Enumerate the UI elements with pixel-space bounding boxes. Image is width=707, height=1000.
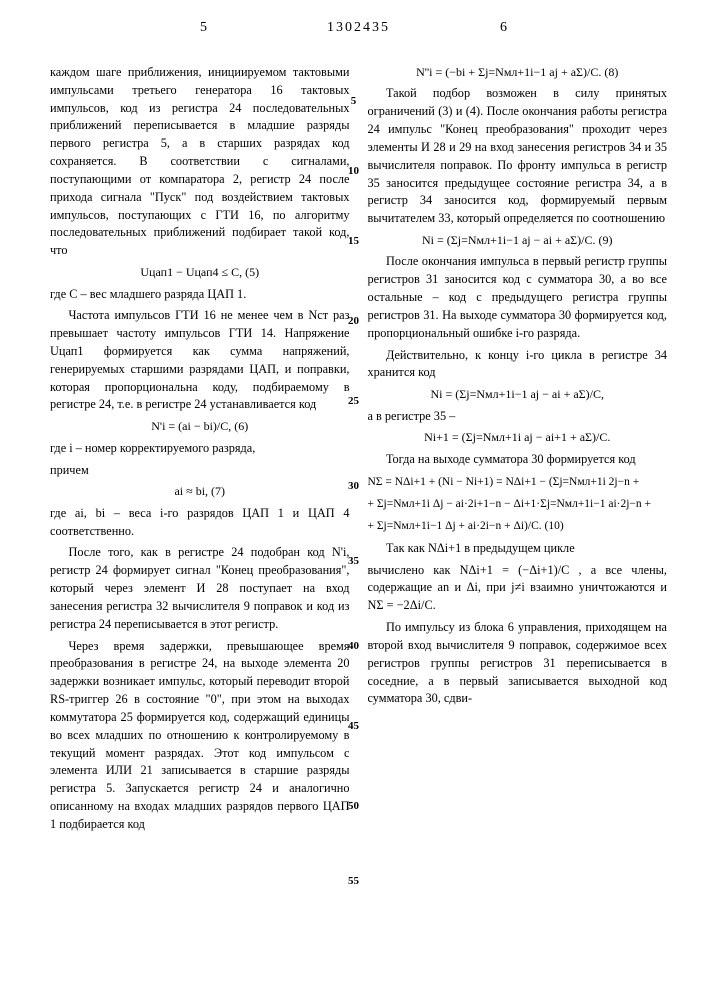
page-num-left: 5: [200, 20, 207, 36]
paragraph: причем: [50, 462, 350, 480]
paragraph: После того, как в регистре 24 подобран к…: [50, 544, 350, 633]
line-marker: 10: [348, 165, 359, 177]
paragraph: а в регистре 35 –: [368, 408, 668, 426]
paragraph: Такой подбор возможен в силу принятых ог…: [368, 85, 668, 228]
line-marker: 25: [348, 395, 359, 407]
equation-6: N'i = (ai − bi)/С, (6): [50, 418, 350, 435]
line-marker: 35: [348, 555, 359, 567]
equation-5: Uцап1 − Uцап4 ≤ С, (5): [50, 264, 350, 281]
line-marker: 45: [348, 720, 359, 732]
document-number: 1302435: [50, 20, 667, 36]
paragraph: где i – номер корректируемого разряда,: [50, 440, 350, 458]
right-column: N''i = (−bi + Σj=Nмл+1i−1 aj + aΣ)/С. (8…: [368, 64, 668, 838]
paragraph: Действительно, к концу i-го цикла в реги…: [368, 347, 668, 383]
equation-10a: NΣ = NΔi+1 + (Ni − Ni+1) = NΔi+1 − (Σj=N…: [368, 473, 668, 491]
document-page: 5 6 1302435 5 10 15 20 25 30 35 40 45 50…: [0, 0, 707, 1000]
paragraph: Тогда на выходе сумматора 30 формируется…: [368, 451, 668, 469]
equation-10b: + Σj=Nмл+1i Δj − ai·2i+1−n − Δi+1·Σj=Nмл…: [368, 495, 668, 513]
paragraph: Через время задержки, превышающее время …: [50, 638, 350, 834]
formula-reg34: Ni = (Σj=Nмл+1i−1 aj − ai + aΣ)/С,: [368, 386, 668, 403]
line-marker: 5: [351, 95, 357, 107]
paragraph: где ai, bi – веса i-го разрядов ЦАП 1 и …: [50, 505, 350, 541]
line-marker: 40: [348, 640, 359, 652]
line-marker: 30: [348, 480, 359, 492]
paragraph: вычислено как NΔi+1 = (−Δi+1)/С , а все …: [368, 562, 668, 615]
line-marker: 15: [348, 235, 359, 247]
paragraph: После окончания импульса в первый регист…: [368, 253, 668, 342]
line-marker: 20: [348, 315, 359, 327]
formula-reg35: Ni+1 = (Σj=Nмл+1i aj − ai+1 + aΣ)/С.: [368, 429, 668, 446]
equation-7: ai ≈ bi, (7): [50, 483, 350, 500]
line-marker: 50: [348, 800, 359, 812]
paragraph: По импульсу из блока 6 управления, прихо…: [368, 619, 668, 708]
equation-10c: + Σj=Nмл+1i−1 Δj + ai·2i−n + Δi)/С. (10): [368, 517, 668, 535]
equation-8: N''i = (−bi + Σj=Nмл+1i−1 aj + aΣ)/С. (8…: [368, 64, 668, 81]
paragraph: Так как NΔi+1 в предыдущем цикле: [368, 540, 668, 558]
page-num-right: 6: [500, 20, 507, 36]
paragraph: каждом шаге приближения, инициируемом та…: [50, 64, 350, 260]
line-marker: 55: [348, 875, 359, 887]
left-column: каждом шаге приближения, инициируемом та…: [50, 64, 350, 838]
paragraph: где С – вес младшего разряда ЦАП 1.: [50, 286, 350, 304]
equation-9: Ni = (Σj=Nмл+1i−1 aj − ai + aΣ)/С. (9): [368, 232, 668, 249]
paragraph: Частота импульсов ГТИ 16 не менее чем в …: [50, 307, 350, 414]
